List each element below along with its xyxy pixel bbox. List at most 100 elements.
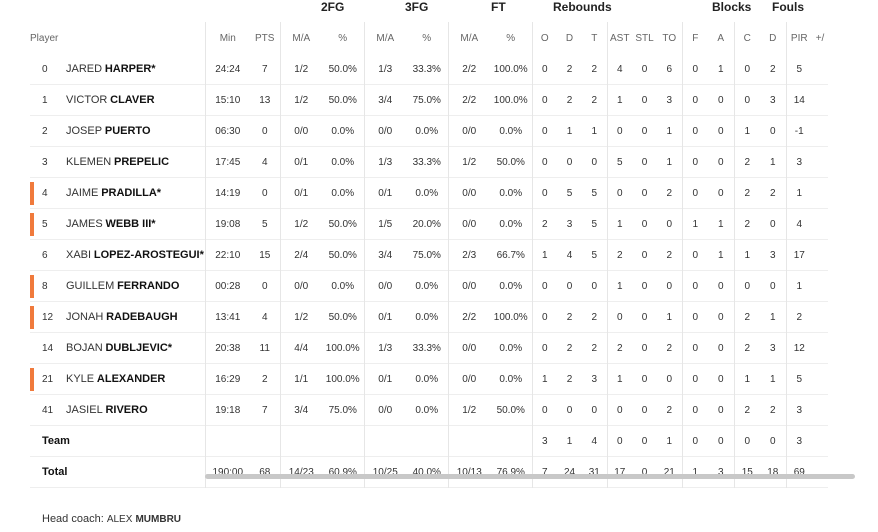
active-indicator [30, 368, 34, 391]
player-cell[interactable]: 14 BOJAN DUBLJEVIC* [30, 333, 205, 364]
group-2fg: 2FG [321, 0, 345, 14]
header-pir[interactable]: PIR [785, 22, 812, 54]
cell-2fg-pct: 60.9% [328, 466, 357, 478]
player-row[interactable]: 2 JOSEP PUERTO 06:30 0 0/0 0.0% 0/0 0.0% 0/0 0.0%… [30, 115, 828, 147]
cell-2fg-ma: 1/1 [279, 363, 322, 395]
cell-ast: 0 [606, 115, 632, 147]
header-plus-minus[interactable]: +/ [815, 32, 825, 44]
cell-reb-o: 0 [531, 270, 557, 302]
header-reb-t[interactable]: T [591, 32, 598, 44]
player-cell[interactable]: 21 KYLE ALEXANDER [30, 364, 205, 395]
player-row[interactable]: 41 JASIEL RIVERO 19:18 7 3/4 75.0% 0/0 0.0% 1/2 5… [30, 394, 828, 426]
cell-fouls-c: 2 [733, 332, 760, 364]
header-2fg-pct[interactable]: % [338, 32, 348, 44]
header-3fg-ma[interactable]: M/A [363, 22, 406, 54]
player-cell[interactable]: 3 KLEMEN PREPELIC [30, 147, 205, 178]
cell-plus-minus [812, 85, 828, 116]
player-cell[interactable]: 8 GUILLEM FERRANDO [30, 271, 205, 302]
player-number: 6 [42, 250, 48, 261]
cell-reb-t: 2 [591, 311, 598, 323]
cell-fouls-d: 2 [769, 404, 776, 416]
cell-ft-pct: 100.0% [493, 63, 528, 75]
cell-reb-d: 0 [566, 156, 573, 168]
player-cell[interactable]: 1 VICTOR CLAVER [30, 85, 205, 116]
cell-3fg-pct: 33.3% [412, 156, 441, 168]
header-pts[interactable]: PTS [255, 32, 275, 44]
cell-to: 21 [663, 466, 675, 478]
header-blocks-f[interactable]: F [681, 22, 708, 54]
player-last-name: PRADILLA* [101, 187, 162, 199]
player-cell[interactable]: 2 JOSEP PUERTO [30, 116, 205, 147]
header-ft-ma[interactable]: M/A [447, 22, 490, 54]
player-cell[interactable]: 0 JARED HARPER* [30, 54, 205, 85]
header-reb-d[interactable]: D [565, 32, 574, 44]
cell-reb-t: 4 [591, 435, 598, 447]
header-min[interactable]: Min [204, 22, 250, 54]
cell-3fg-pct: 33.3% [412, 63, 441, 75]
cell-reb-d: 0 [566, 280, 573, 292]
cell-fouls-d: 1 [769, 311, 776, 323]
cell-ft-ma: 0/0 [447, 332, 490, 364]
cell-to: 2 [666, 404, 673, 416]
player-cell[interactable]: 4 JAIME PRADILLA* [30, 178, 205, 209]
cell-fouls-d: 0 [769, 125, 776, 137]
cell-pir: 1 [785, 177, 812, 209]
header-fouls-c[interactable]: C [733, 22, 760, 54]
cell-3fg-ma: 1/5 [363, 208, 406, 240]
cell-reb-d: 1 [566, 125, 573, 137]
stats-table: Player Min PTS M/A % M/A % M/A % O D T A… [30, 22, 828, 488]
player-cell[interactable]: 5 JAMES WEBB III* [30, 209, 205, 240]
cell-pts: 7 [261, 404, 268, 416]
header-reb-o[interactable]: O [531, 22, 557, 54]
cell-plus-minus [812, 147, 828, 178]
cell-blocks-f: 0 [681, 332, 708, 364]
horizontal-scrollbar[interactable] [205, 474, 855, 479]
cell-reb-o: 0 [531, 54, 557, 85]
header-stl[interactable]: STL [635, 32, 654, 44]
player-row[interactable]: 4 JAIME PRADILLA* 14:19 0 0/1 0.0% 0/1 0.0% 0/0 0… [30, 177, 828, 209]
header-to[interactable]: TO [662, 32, 677, 44]
cell-blocks-a: 3 [717, 466, 724, 478]
cell-reb-t: 2 [591, 94, 598, 106]
header-3fg-pct[interactable]: % [422, 32, 432, 44]
cell-reb-o: 0 [531, 177, 557, 209]
player-number: 8 [42, 281, 48, 292]
player-cell[interactable]: 12 JONAH RADEBAUGH [30, 302, 205, 333]
cell-fouls-c: 2 [733, 208, 760, 240]
header-blocks-a[interactable]: A [717, 32, 725, 44]
player-row[interactable]: 3 KLEMEN PREPELIC 17:45 4 0/1 0.0% 1/3 33.3% 1/2… [30, 146, 828, 178]
cell-3fg-ma: 3/4 [363, 84, 406, 116]
player-first-name: JARED [66, 63, 103, 75]
player-row[interactable]: 0 JARED HARPER* 24:24 7 1/2 50.0% 1/3 33.3% 2/2 1… [30, 54, 828, 85]
player-row[interactable]: 6 XABI LOPEZ-AROSTEGUI* 22:10 15 2/4 50.0% 3/4… [30, 239, 828, 271]
header-2fg-ma[interactable]: M/A [279, 22, 322, 54]
header-ast[interactable]: AST [606, 22, 632, 54]
cell-plus-minus [812, 426, 828, 457]
header-ft-pct[interactable]: % [506, 32, 516, 44]
cell-reb-o: 3 [531, 425, 557, 457]
cell-min: 19:08 [204, 208, 250, 240]
player-cell[interactable]: 41 JASIEL RIVERO [30, 395, 205, 426]
player-row[interactable]: 1 VICTOR CLAVER 15:10 13 1/2 50.0% 3/4 75.0% 2/2… [30, 84, 828, 116]
cell-2fg-pct: 0.0% [331, 187, 355, 199]
cell-ft-ma: 0/0 [447, 115, 490, 147]
player-row[interactable]: 5 JAMES WEBB III* 19:08 5 1/2 50.0% 1/5 20.0% 0/… [30, 208, 828, 240]
cell-to: 0 [666, 280, 673, 292]
cell-3fg-ma: 0/0 [363, 115, 406, 147]
cell-plus-minus [812, 209, 828, 240]
cell-2fg-ma: 4/4 [279, 332, 322, 364]
cell-plus-minus [812, 333, 828, 364]
cell-pir: 4 [785, 208, 812, 240]
cell-fouls-d: 1 [769, 373, 776, 385]
cell-ast: 1 [606, 270, 632, 302]
cell-stl: 0 [641, 249, 648, 261]
player-row[interactable]: 14 BOJAN DUBLJEVIC* 20:38 11 4/4 100.0% 1/3 33.… [30, 332, 828, 364]
player-number: 14 [42, 343, 54, 354]
header-fouls-d[interactable]: D [769, 32, 777, 44]
header-player[interactable]: Player [30, 32, 59, 44]
player-row[interactable]: 8 GUILLEM FERRANDO 00:28 0 0/0 0.0% 0/0 0.0% 0/0… [30, 270, 828, 302]
cell-2fg-pct: 100.0% [325, 342, 360, 354]
player-cell[interactable]: 6 XABI LOPEZ-AROSTEGUI* [30, 240, 205, 271]
player-row[interactable]: 12 JONAH RADEBAUGH 13:41 4 1/2 50.0% 0/1 0.0% 2/… [30, 301, 828, 333]
player-row[interactable]: 21 KYLE ALEXANDER 16:29 2 1/1 100.0% 0/1 0.0% 0/… [30, 363, 828, 395]
